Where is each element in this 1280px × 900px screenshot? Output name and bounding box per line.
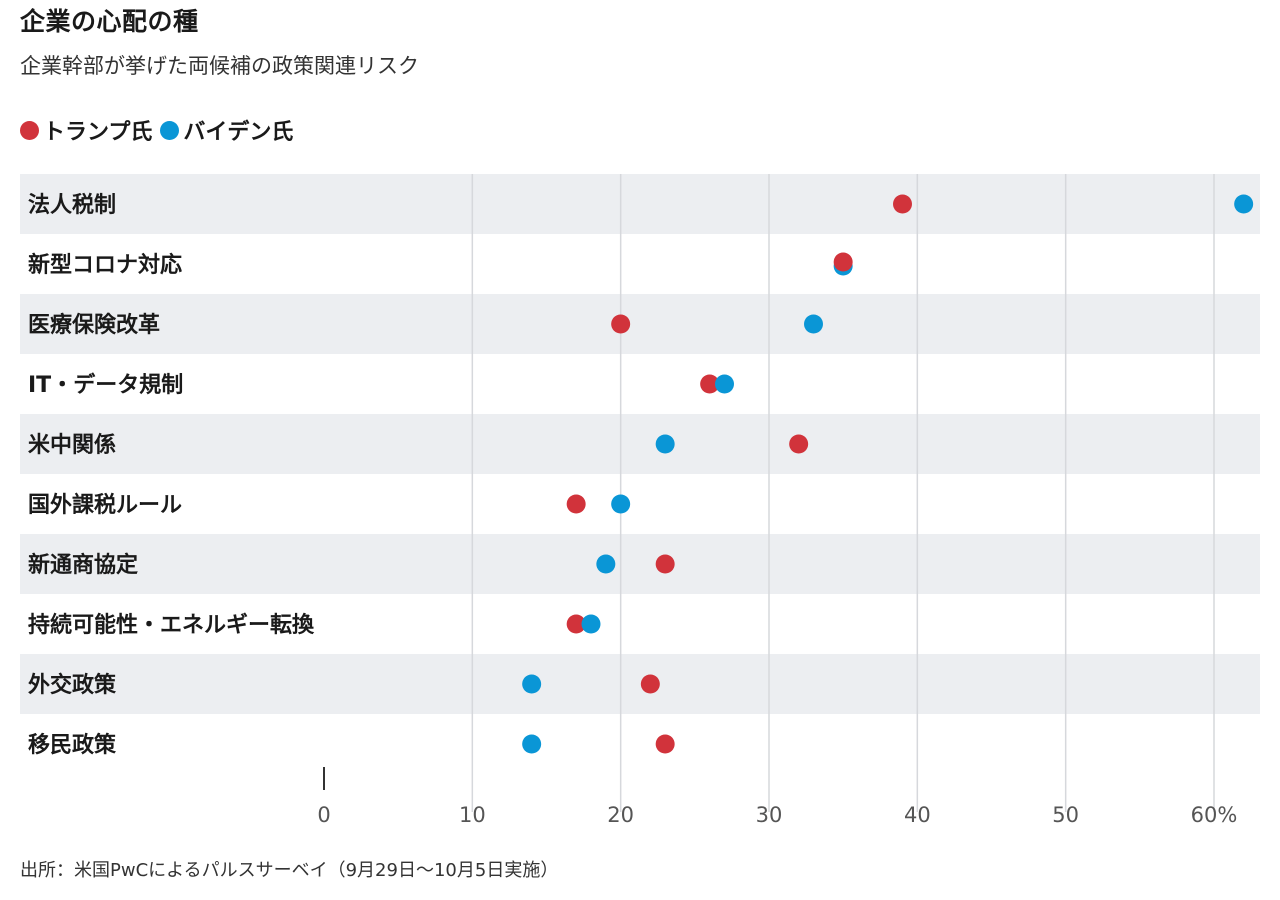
x-tick-label: 0 [317, 803, 330, 827]
row-band [20, 174, 1260, 234]
legend-marker-biden [160, 120, 180, 140]
data-point-biden [715, 374, 734, 394]
category-label: 法人税制 [28, 192, 116, 218]
x-tick-label: 50 [1052, 803, 1079, 827]
category-label: 持続可能性・エネルギー転換 [28, 612, 315, 638]
x-tick-label: 20 [607, 803, 634, 827]
row-band [20, 654, 1260, 714]
data-point-biden [804, 314, 823, 334]
legend-label-biden: バイデン氏 [183, 120, 294, 145]
data-point-biden [1234, 194, 1254, 214]
gridlines [471, 174, 1215, 812]
legend-item-biden: バイデン氏 [160, 114, 293, 146]
data-point-trump [833, 252, 853, 272]
row-band [20, 294, 1260, 354]
legend-label-trump: トランプ氏 [43, 120, 153, 145]
x-axis: 0 10 20 30 40 50 60% [317, 767, 1237, 827]
data-point-trump [789, 434, 809, 454]
data-point-biden [522, 734, 542, 754]
chart-subtitle: 企業幹部が挙げた両候補の政策関連リスク [20, 54, 419, 78]
category-label: 新通商協定 [28, 552, 138, 578]
row-bands [20, 174, 1260, 714]
chart-title: 企業の心配の種 [20, 7, 199, 36]
category-label: 新型コロナ対応 [28, 252, 182, 278]
data-points [522, 194, 1254, 754]
category-label: 米中関係 [28, 433, 116, 458]
data-point-biden [596, 554, 616, 574]
data-point-trump [611, 314, 631, 334]
data-point-trump [655, 554, 675, 574]
data-point-trump [566, 494, 586, 514]
data-point-trump [893, 194, 912, 214]
legend-marker-trump [20, 120, 39, 140]
category-label: 医療保険改革 [28, 312, 160, 338]
data-point-trump [700, 374, 720, 394]
source-note: 出所：米国PwCによるパルスサーベイ（9月29日〜10月5日実施） [20, 860, 559, 881]
row-band [20, 414, 1260, 474]
x-tick-label: 30 [756, 803, 783, 827]
legend-item-trump: トランプ氏 [20, 114, 152, 146]
data-point-trump [640, 674, 660, 694]
x-tick-label: 40 [904, 803, 931, 827]
category-label: IT・データ規制 [28, 372, 183, 398]
category-label: 国外課税ルール [28, 492, 182, 518]
category-label: 移民政策 [28, 732, 117, 758]
data-point-biden [655, 434, 675, 454]
category-label: 外交政策 [28, 672, 117, 698]
data-point-biden [581, 614, 601, 634]
x-tick-label: 60% [1191, 803, 1238, 827]
data-point-trump [566, 614, 586, 634]
data-point-trump [655, 734, 675, 754]
legend: トランプ氏 バイデン氏 [20, 114, 301, 146]
x-tick-label: 10 [459, 803, 486, 827]
data-point-biden [522, 674, 542, 694]
data-point-biden [611, 494, 631, 514]
row-band [20, 534, 1260, 594]
